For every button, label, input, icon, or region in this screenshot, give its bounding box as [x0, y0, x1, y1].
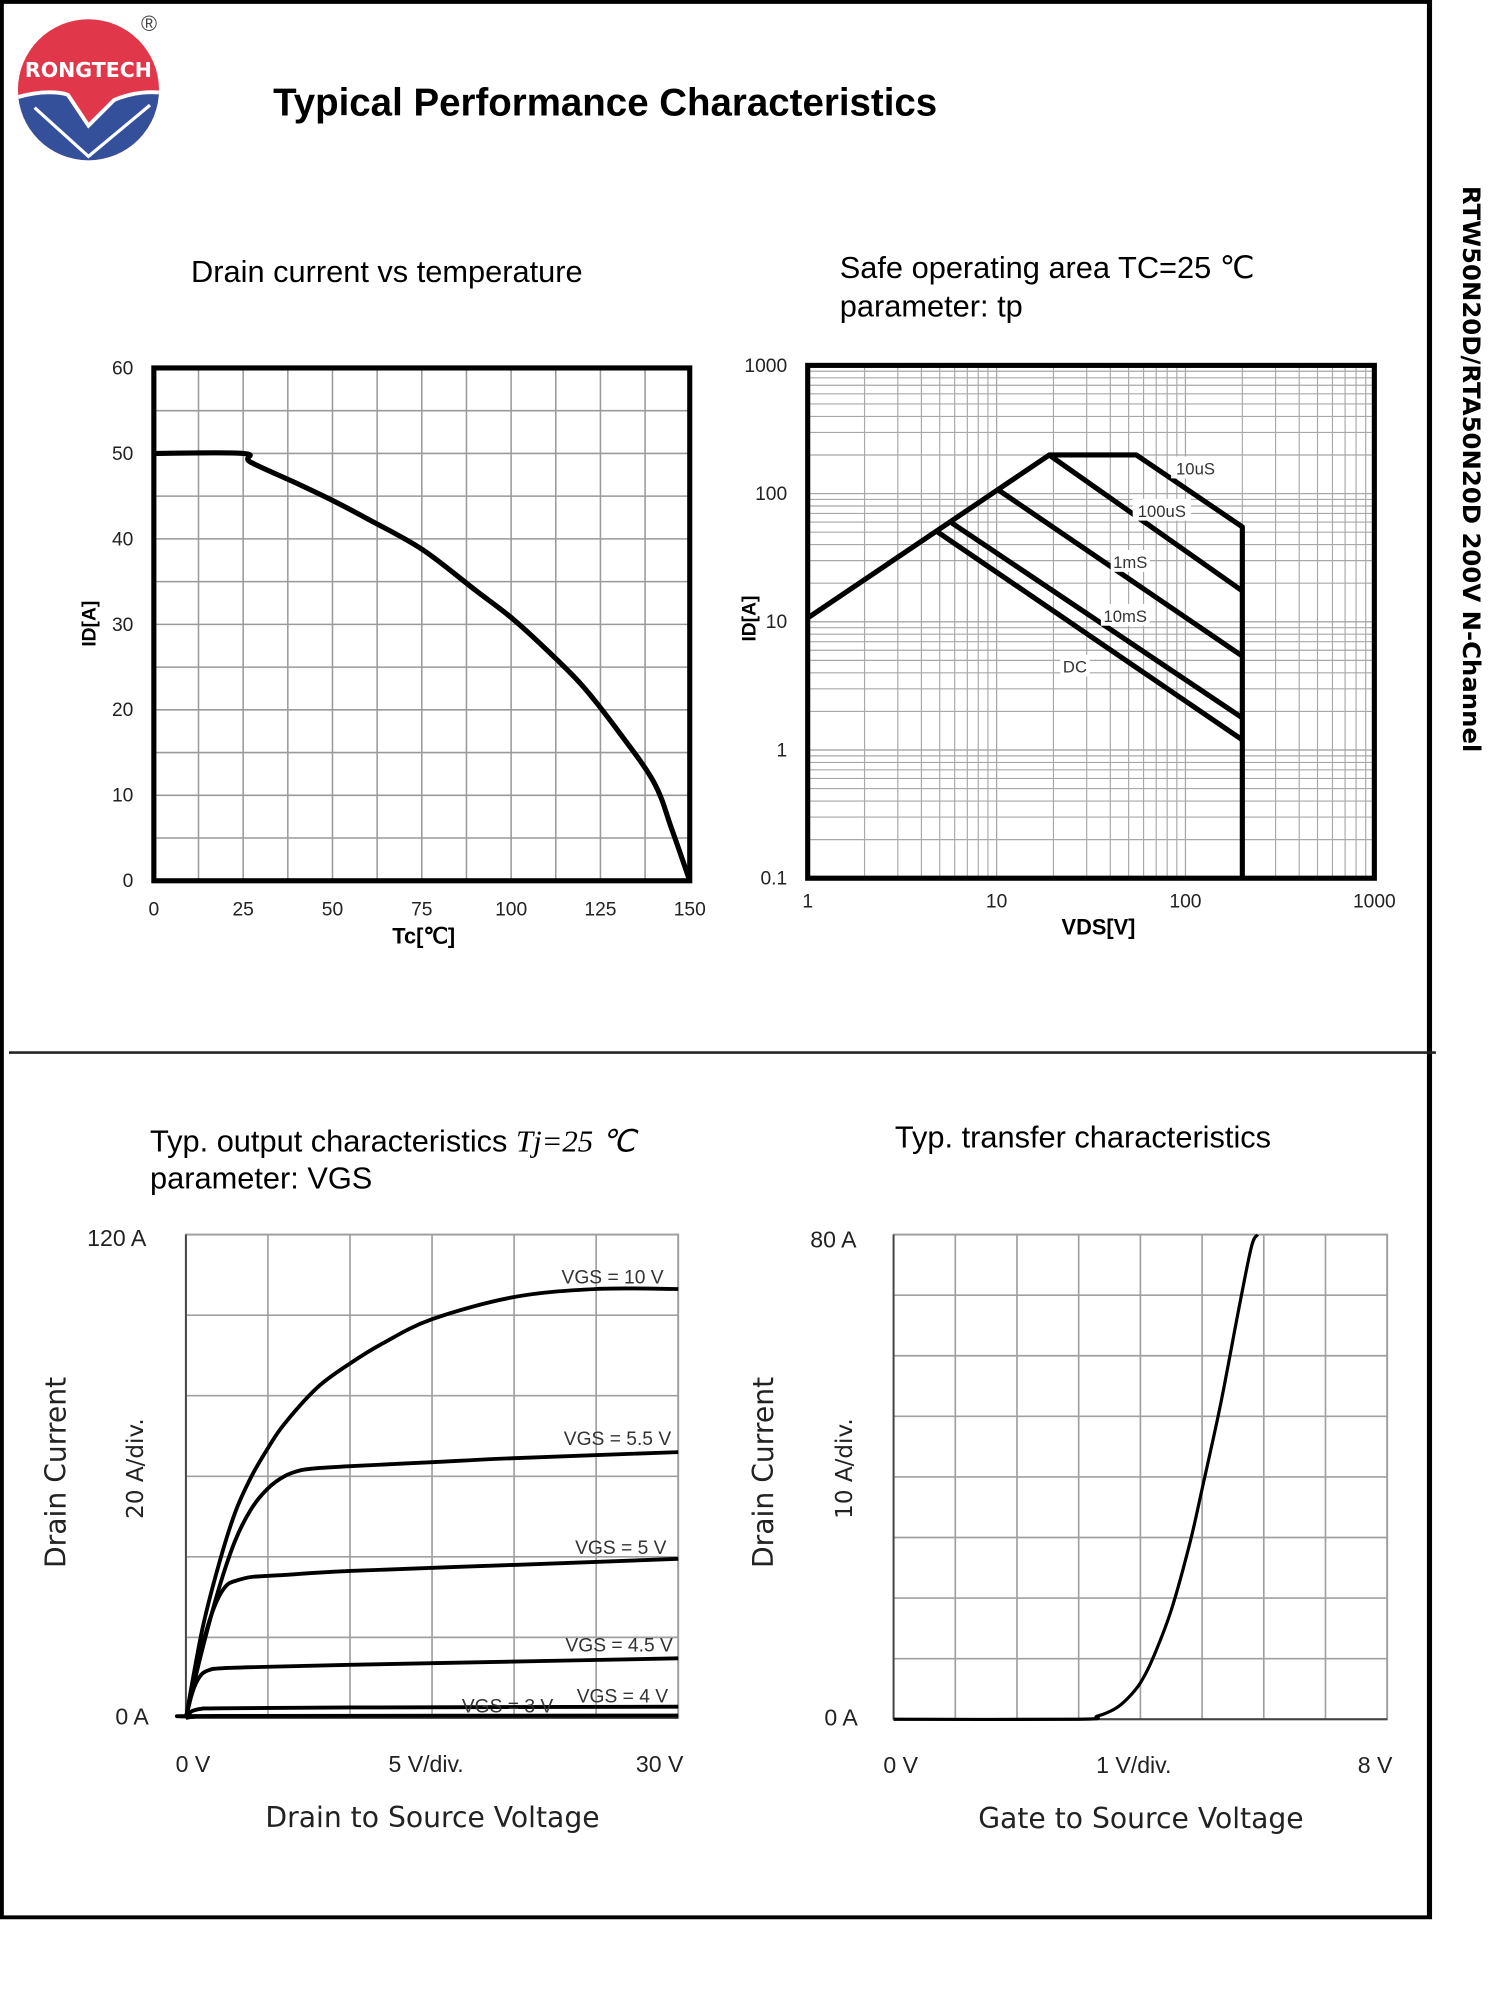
- x-tick-label: 0: [148, 899, 159, 920]
- series-label: 10uS: [1176, 460, 1215, 479]
- chart3-ylabel: Drain Current: [41, 1376, 74, 1569]
- series-label-background: [1060, 654, 1090, 677]
- x-tick-label: 125: [584, 899, 616, 920]
- grid: [153, 367, 691, 882]
- part-number-side-label: RTW50N20D/RTA50N20D 200V N-Channel: [1456, 185, 1485, 753]
- chart1-ylabel: ID[A]: [78, 600, 101, 647]
- y-tick-label: 100: [755, 484, 787, 505]
- chart1-title: Drain current vs temperature: [191, 255, 583, 290]
- x-tick-label: 10: [986, 892, 1007, 913]
- series-line-vgs-4-5-v: [184, 1656, 679, 1719]
- series-label-background: [1110, 550, 1150, 572]
- series-line-vgs-10-v: [184, 1286, 679, 1719]
- series-label: VGS = 4 V: [577, 1687, 669, 1708]
- chart4-y-bottom-label: 0 A: [824, 1705, 858, 1731]
- logo-text: RONGTECH: [25, 58, 152, 82]
- series-line-id: [153, 450, 693, 882]
- y-tick-label: 1: [776, 740, 787, 761]
- series-label-background: [1171, 456, 1220, 479]
- series-label: DC: [1063, 658, 1087, 677]
- chart3-y-bottom-label: 0 A: [115, 1703, 149, 1730]
- series-line-vgs-5-v: [184, 1556, 679, 1719]
- series-line-100us: [1047, 452, 1244, 594]
- series-label: 10mS: [1104, 607, 1148, 626]
- chart4-x-left-label: 0 V: [883, 1752, 918, 1779]
- y-tick-label: 40: [112, 529, 133, 550]
- drain-current-vs-temperature-plot: 0 25 50 75 100 125 150 0 10 20 30 40 50 60: [112, 358, 706, 920]
- plot-frame: [805, 362, 1377, 881]
- safe-operating-area-plot: 1 10 100 1000 0.1 1 10 100 1000 10uS 100uS 1mS 10mS D…: [744, 356, 1395, 913]
- series-line-10us: [806, 452, 1245, 879]
- page-frame: [0, 0, 1433, 1920]
- chart3-x-left-label: 0 V: [175, 1751, 211, 1777]
- chart4-x-right-label: 8 V: [1357, 1752, 1393, 1779]
- chart3-subtitle: parameter: VGS: [149, 1161, 373, 1197]
- chart4-y-scale-label: 10 A/div.: [831, 1418, 859, 1519]
- chart3-x-mid-label: 5 V/div.: [388, 1751, 464, 1777]
- series-label: VGS = 10 V: [562, 1267, 664, 1288]
- grid: [807, 364, 1375, 879]
- chart4-y-top-label: 80 A: [810, 1226, 857, 1253]
- grid: [892, 1233, 1389, 1721]
- series-line-vgs-4-v: [184, 1704, 679, 1720]
- x-tick-label: 100: [495, 899, 527, 920]
- chart3-title-text: Typ. output characteristics: [149, 1124, 508, 1159]
- chart3-y-top-label: 120 A: [87, 1225, 147, 1252]
- x-tick-label: 75: [411, 899, 432, 920]
- y-tick-label: 30: [112, 615, 133, 636]
- output-characteristics-plot: VGS = 10 V VGS = 5.5 V VGS = 5 V VGS = 4.5 …: [174, 1233, 680, 1720]
- page-title: Typical Performance Characteristics: [273, 82, 938, 125]
- y-tick-label: 10: [112, 786, 133, 807]
- series-label: VGS = 3 V: [462, 1697, 554, 1718]
- y-tick-label: 60: [112, 358, 133, 379]
- series-label: VGS = 4.5 V: [565, 1635, 673, 1656]
- section-divider: [8, 1051, 1436, 1054]
- series-label: VGS = 5.5 V: [564, 1429, 672, 1450]
- x-tick-label: 1000: [1353, 892, 1396, 913]
- chart4-title: Typ. transfer characteristics: [894, 1120, 1272, 1156]
- series-line-dc: [934, 528, 1244, 742]
- y-tick-label: 0: [123, 871, 134, 892]
- rongtech-logo: RONGTECH: [17, 19, 159, 161]
- chart4-xlabel: Gate to Source Voltage: [978, 1803, 1304, 1836]
- chart3-title-param: Tj=25 ℃: [515, 1125, 636, 1159]
- chart1-xlabel: Tc[℃]: [392, 924, 456, 949]
- chart2-subtitle: parameter: tp: [839, 289, 1023, 325]
- x-tick-label: 150: [674, 899, 706, 920]
- y-tick-label: 50: [112, 444, 133, 465]
- series-label-background: [1100, 603, 1150, 626]
- y-tick-label: 20: [112, 700, 133, 721]
- chart3-y-scale-label: 20 A/div.: [122, 1418, 150, 1519]
- chart2-xlabel: VDS[V]: [1061, 915, 1136, 940]
- series-label: 100uS: [1138, 502, 1186, 521]
- series-line-vgs-3-v: [174, 1713, 679, 1720]
- x-tick-label: 25: [232, 899, 253, 920]
- series-line-vgs-5-5-v: [184, 1450, 679, 1719]
- series-label: 1mS: [1113, 553, 1147, 572]
- chart4-ylabel: Drain Current: [748, 1376, 781, 1569]
- series-label: VGS = 5 V: [575, 1538, 667, 1559]
- registered-mark: ®: [141, 11, 158, 36]
- chart4-x-mid-label: 1 V/div.: [1096, 1752, 1172, 1779]
- plot-frame: [151, 365, 693, 884]
- y-tick-label: 0.1: [760, 869, 787, 890]
- series-line-10ms: [950, 520, 1244, 721]
- chart2-title: Safe operating area TC=25 ℃: [839, 251, 1255, 286]
- chart3-x-right-label: 30 V: [635, 1751, 684, 1777]
- x-tick-label: 1: [802, 892, 813, 913]
- series-label-background: [1132, 498, 1192, 521]
- chart3-xlabel: Drain to Source Voltage: [265, 1802, 600, 1835]
- series-line-1ms: [996, 487, 1244, 659]
- x-tick-label: 100: [1169, 892, 1201, 913]
- transfer-characteristics-plot: [892, 1233, 1389, 1722]
- series-line-id: [893, 1233, 1260, 1722]
- y-tick-label: 10: [766, 612, 787, 633]
- x-tick-label: 50: [322, 899, 343, 920]
- y-tick-label: 1000: [744, 356, 787, 377]
- chart2-ylabel: ID[A]: [738, 595, 761, 642]
- chart3-title: Typ. output characteristics Tj=25 ℃: [150, 1123, 635, 1160]
